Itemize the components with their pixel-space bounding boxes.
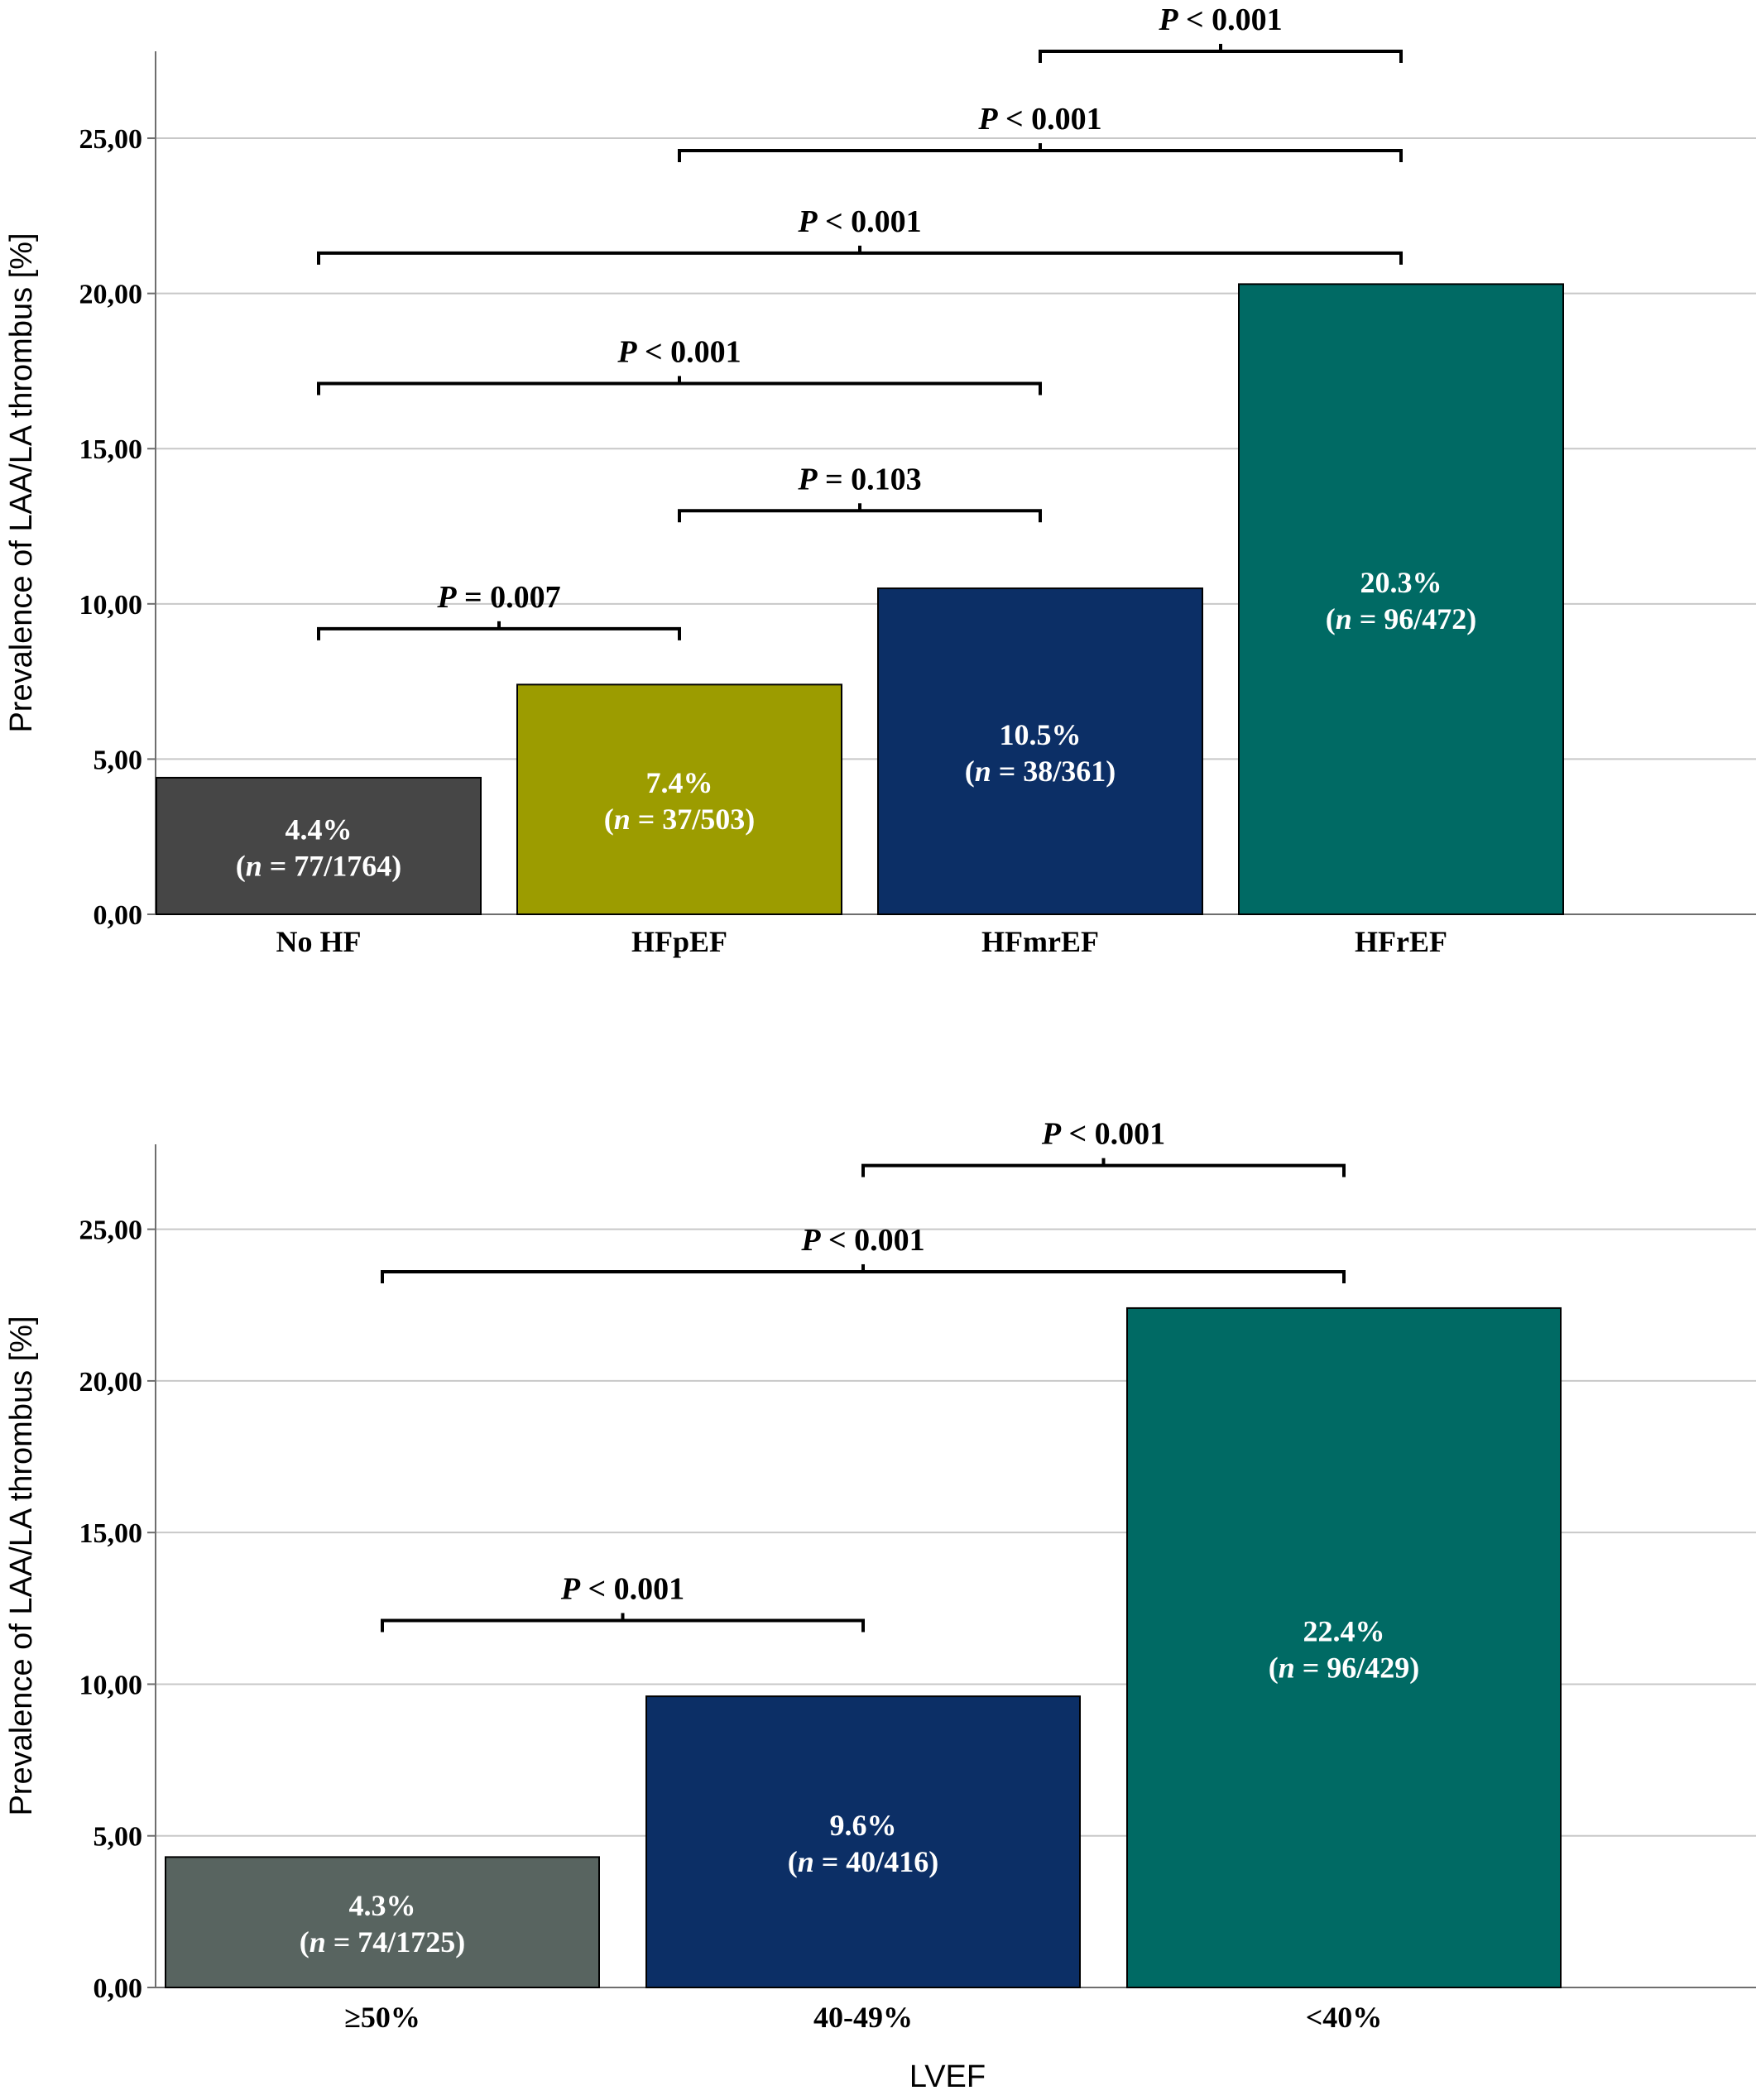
category-label: HFrEF	[1355, 925, 1447, 958]
significance-bracket	[678, 509, 1042, 523]
bar-count-label: (n = 40/416)	[788, 1845, 939, 1878]
y-tick-label: 5,00	[94, 1822, 143, 1853]
y-axis-title: Prevalence of LAA/LA thrombus [%]	[4, 1316, 39, 1815]
chart-lvef-category: 0,00 5,00 10,00 15,00 20,00 25,00 Prevalence o…	[4, 1117, 1756, 2094]
significance-bracket	[317, 381, 1042, 396]
y-tick-label: 20,00	[79, 280, 143, 310]
category-label: ≥50%	[344, 2001, 420, 2034]
bar	[516, 683, 842, 915]
p-value-label: P < 0.001	[617, 334, 741, 369]
category-label: <40%	[1306, 2001, 1383, 2034]
p-value-label: P < 0.001	[797, 204, 921, 239]
bar	[877, 587, 1203, 915]
chart-hf-category: 0,00 5,00 10,00 15,00 20,00 25,00 Prevalence o…	[4, 2, 1756, 958]
y-tick-label: 25,00	[79, 1215, 143, 1246]
p-value-label: P < 0.001	[977, 102, 1101, 137]
bar-count-label: (n = 74/1725)	[300, 1925, 466, 1959]
x-axis-title: LVEF	[909, 2059, 986, 2094]
p-value-label: P = 0.103	[797, 462, 921, 496]
bar-value-label: 10.5%	[1000, 718, 1082, 751]
bar-count-label: (n = 37/503)	[604, 803, 756, 836]
p-value-label: P < 0.001	[1041, 1117, 1165, 1152]
p-value-label: P < 0.001	[1158, 2, 1282, 37]
category-label: No HF	[276, 925, 362, 958]
bar	[645, 1695, 1081, 1988]
y-axis-title: Prevalence of LAA/LA thrombus [%]	[4, 233, 39, 732]
bar-value-label: 4.3%	[349, 1889, 416, 1922]
bar-value-label: 22.4%	[1303, 1614, 1385, 1647]
significance-bracket	[317, 626, 681, 640]
bar	[165, 1856, 600, 1989]
bar	[156, 776, 482, 915]
y-tick-label: 10,00	[79, 590, 143, 621]
y-tick-label: 10,00	[79, 1670, 143, 1700]
y-tick-label: 25,00	[79, 124, 143, 155]
p-value-label: P < 0.001	[800, 1223, 924, 1258]
bar-count-label: (n = 77/1764)	[236, 849, 402, 882]
significance-bracket	[678, 149, 1403, 163]
p-value-label: P < 0.001	[560, 1571, 684, 1606]
bar-value-label: 7.4%	[646, 766, 713, 799]
category-label: HFpEF	[631, 925, 727, 958]
significance-bracket	[861, 1163, 1346, 1177]
significance-bracket	[381, 1269, 1346, 1283]
y-tick-label: 0,00	[94, 1973, 143, 2004]
significance-bracket	[381, 1618, 865, 1633]
y-tick-label: 20,00	[79, 1367, 143, 1398]
bar	[1238, 283, 1564, 915]
y-tick-label: 0,00	[94, 900, 143, 931]
category-label: 40-49%	[813, 2001, 913, 2034]
bar-count-label: (n = 38/361)	[965, 755, 1116, 788]
bar-value-label: 20.3%	[1360, 566, 1442, 599]
bar-value-label: 4.4%	[286, 813, 353, 846]
bar-count-label: (n = 96/472)	[1326, 602, 1477, 635]
p-value-label: P = 0.007	[436, 580, 560, 615]
significance-bracket	[317, 251, 1403, 265]
bar	[1126, 1307, 1562, 1989]
y-tick-label: 5,00	[94, 745, 143, 775]
y-tick-label: 15,00	[79, 434, 143, 465]
bar-value-label: 9.6%	[830, 1809, 897, 1842]
significance-bracket	[1039, 50, 1403, 63]
category-label: HFmrEF	[981, 925, 1099, 958]
bar-count-label: (n = 96/429)	[1269, 1651, 1420, 1684]
y-tick-label: 15,00	[79, 1518, 143, 1549]
